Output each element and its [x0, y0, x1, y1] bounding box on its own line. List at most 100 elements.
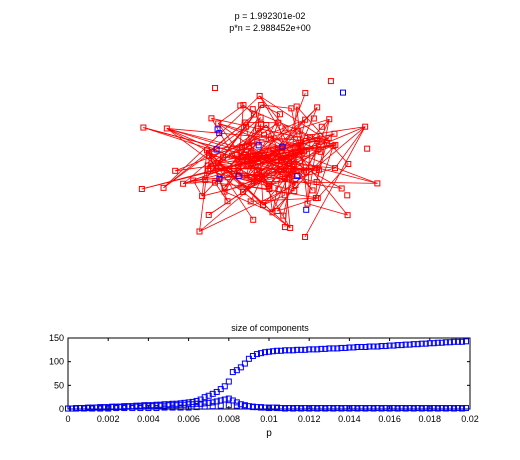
component-size-point-s0: [302, 346, 309, 353]
graph-node: [374, 180, 381, 187]
graph-node-isolated: [235, 172, 242, 179]
component-size-point-s0: [414, 341, 421, 348]
component-size-point-s1: [454, 405, 461, 412]
graph-node: [239, 143, 246, 150]
graph-node: [315, 166, 322, 173]
component-size-points: [65, 338, 469, 412]
graph-nodes: [138, 78, 381, 240]
component-size-point-s1: [253, 404, 260, 411]
graph-node: [219, 154, 226, 161]
graph-node: [235, 164, 242, 171]
component-size-point-s0: [241, 360, 248, 367]
component-size-point-s2: [105, 405, 112, 412]
graph-node: [314, 137, 321, 144]
graph-edge: [284, 178, 291, 228]
component-size-point-s0: [358, 343, 365, 350]
graph-edge: [326, 126, 366, 144]
component-size-point-s0: [318, 345, 325, 352]
component-size-point-s1: [334, 405, 341, 412]
component-size-point-s1: [101, 404, 108, 411]
graph-node: [180, 180, 187, 187]
graph-node: [297, 139, 304, 146]
component-size-point-s2: [322, 405, 329, 412]
component-size-point-s2: [145, 405, 152, 412]
component-size-point-s0: [253, 351, 260, 358]
component-size-point-s2: [137, 405, 144, 412]
graph-edge: [241, 117, 261, 148]
graph-edge: [182, 117, 261, 185]
graph-node: [292, 182, 299, 189]
component-size-point-s2: [89, 405, 96, 412]
graph-node: [267, 162, 274, 169]
component-size-point-s0: [330, 345, 337, 352]
component-size-point-s2: [410, 405, 417, 412]
x-tick-label: 0.016: [378, 414, 401, 424]
graph-edge: [246, 114, 281, 178]
component-size-point-s2: [73, 405, 80, 412]
graph-node: [246, 142, 253, 149]
component-size-point-s0: [354, 343, 361, 350]
x-tick-label: 0.006: [177, 414, 200, 424]
graph-node: [254, 175, 261, 182]
graph-node: [302, 90, 309, 97]
graph-edge: [220, 167, 242, 186]
graph-node: [302, 233, 309, 240]
y-tick-label: 100: [49, 357, 64, 367]
component-size-point-s2: [161, 404, 168, 411]
graph-node: [332, 165, 339, 172]
graph-node: [302, 116, 309, 123]
graph-node: [163, 125, 170, 132]
graph-edge: [163, 126, 247, 189]
graph-node: [253, 167, 260, 174]
graph-edge: [277, 122, 288, 162]
graph-node: [284, 158, 291, 165]
graph-edge: [273, 140, 318, 149]
graph-node: [310, 115, 317, 122]
component-size-point-s1: [149, 403, 156, 410]
component-size-point-s1: [233, 399, 240, 406]
component-size-point-s1: [245, 403, 252, 410]
component-size-point-s0: [454, 338, 461, 345]
component-size-point-s1: [390, 405, 397, 412]
component-size-point-s2: [249, 404, 256, 411]
graph-node: [280, 212, 287, 219]
component-size-point-s0: [394, 342, 401, 349]
component-size-point-s0: [266, 348, 272, 355]
graph-edge: [175, 154, 295, 172]
graph-node: [160, 184, 167, 191]
graph-edge: [246, 107, 318, 178]
x-tick-label: 0.012: [298, 414, 321, 424]
component-size-point-s0: [430, 340, 437, 347]
graph-node: [295, 128, 302, 135]
graph-node: [282, 125, 289, 132]
graph-node: [317, 148, 324, 155]
component-size-point-s0: [398, 342, 405, 349]
graph-node: [275, 186, 282, 193]
graph-edge: [305, 119, 330, 173]
graph-edge: [206, 150, 254, 221]
component-size-point-s0: [458, 338, 465, 345]
component-size-point-s1: [318, 405, 325, 412]
graph-edge: [209, 118, 330, 157]
graph-edge: [259, 95, 321, 137]
component-size-point-s2: [113, 405, 120, 412]
component-size-point-s1: [406, 405, 413, 412]
component-size-point-s2: [282, 405, 289, 412]
graph-node: [326, 116, 333, 123]
component-size-point-s2: [338, 405, 345, 412]
x-tick-label: 0.018: [419, 414, 442, 424]
graph-edge: [272, 144, 336, 213]
graph-node: [318, 123, 325, 130]
component-size-point-s0: [326, 345, 333, 352]
component-size-point-s1: [109, 404, 116, 411]
graph-node: [206, 152, 213, 159]
component-size-point-s1: [209, 399, 216, 406]
graph-node: [269, 209, 276, 216]
component-size-point-s1: [286, 405, 293, 412]
component-size-point-s0: [406, 341, 413, 348]
graph-node: [265, 182, 272, 189]
component-size-point-s0: [446, 339, 453, 346]
graph-edge: [307, 203, 348, 216]
graph-node: [230, 168, 237, 175]
